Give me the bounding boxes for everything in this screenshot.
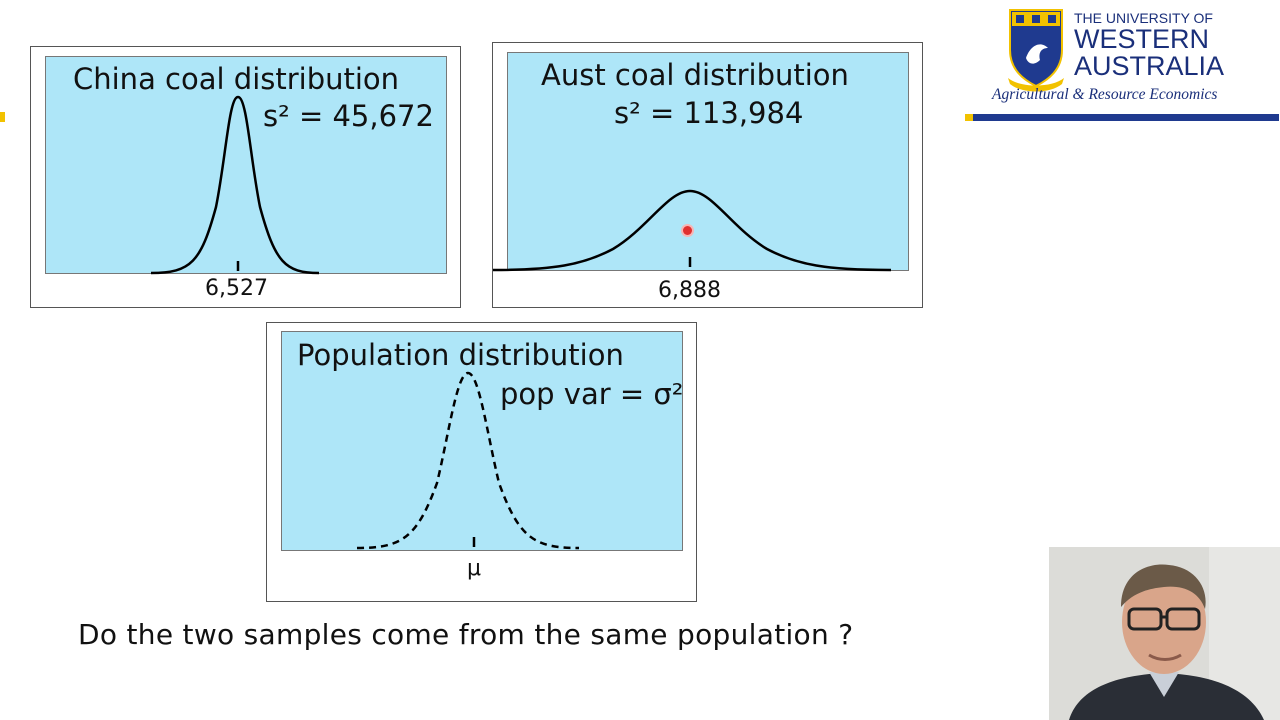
aust-distribution-panel: Aust coal distribution s² = 113,984 6,88… — [492, 42, 923, 308]
aust-variance: s² = 113,984 — [614, 96, 804, 130]
population-mean-label: μ — [467, 556, 481, 581]
china-title: China coal distribution — [73, 62, 400, 96]
china-variance: s² = 45,672 — [263, 99, 434, 133]
aust-plot-area — [507, 52, 909, 271]
logo-department: Agricultural & Resource Economics — [992, 86, 1218, 103]
slide-edge-marker — [0, 112, 5, 122]
china-plot-area — [45, 56, 447, 274]
logo-line2: WESTERN — [1074, 24, 1209, 54]
population-plot-area — [281, 331, 683, 551]
population-title: Population distribution — [297, 338, 624, 372]
laser-pointer — [683, 226, 692, 235]
logo-line1: THE UNIVERSITY OF — [1074, 10, 1213, 26]
china-mean-label: 6,527 — [205, 276, 268, 301]
slide-question: Do the two samples come from the same po… — [78, 618, 854, 651]
presenter-figure — [1049, 547, 1280, 720]
population-variance: pop var = σ² — [500, 377, 684, 411]
china-distribution-panel: China coal distribution s² = 45,672 6,52… — [30, 46, 461, 308]
logo-line3: AUSTRALIA — [1074, 51, 1225, 81]
population-distribution-panel: Population distribution pop var = σ² μ — [266, 322, 697, 602]
logo-underline — [965, 114, 1279, 121]
uwa-crest-icon — [1008, 9, 1064, 92]
china-normal-curve — [150, 95, 320, 275]
aust-normal-curve — [492, 189, 892, 272]
logo-underline-accent — [965, 114, 973, 121]
presenter-webcam-video — [1049, 547, 1280, 720]
aust-title: Aust coal distribution — [541, 58, 849, 92]
aust-mean-label: 6,888 — [658, 278, 721, 303]
population-normal-curve — [356, 371, 580, 550]
